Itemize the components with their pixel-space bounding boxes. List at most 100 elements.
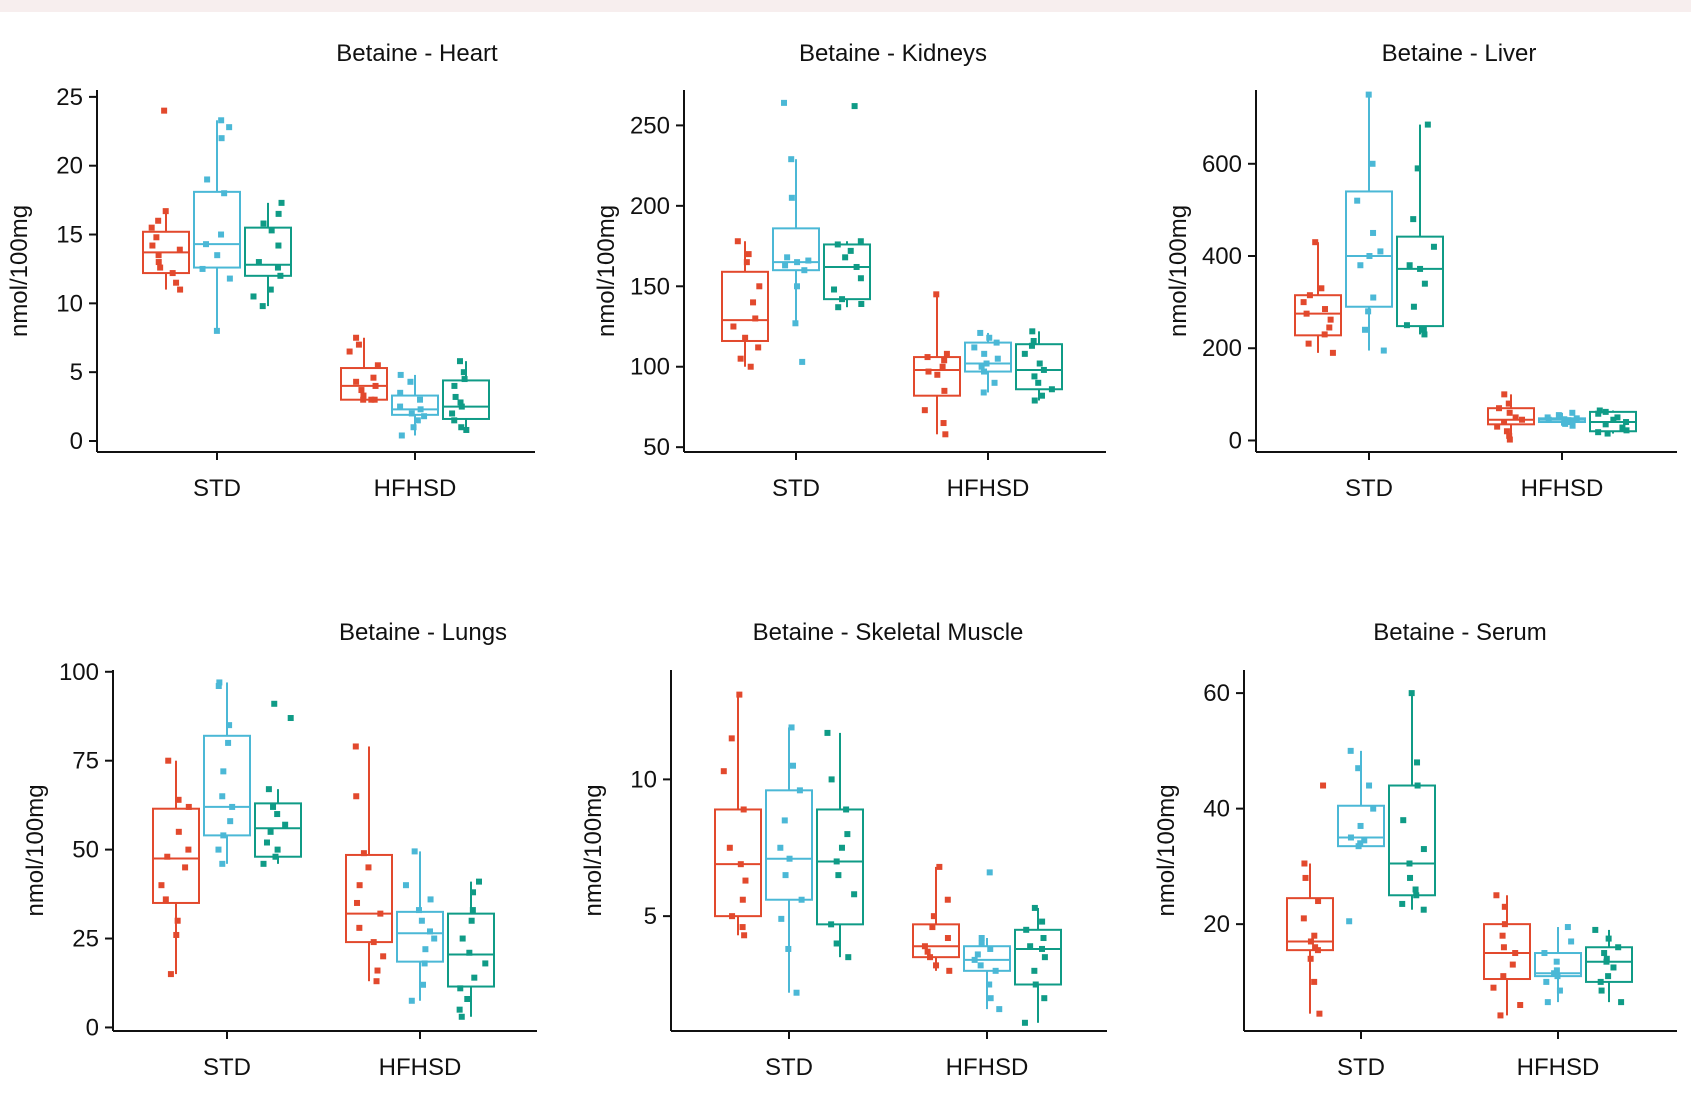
data-point [1406, 262, 1413, 269]
data-point [730, 323, 737, 330]
data-point [1040, 366, 1047, 373]
data-point [1420, 326, 1427, 333]
chart-panel: Betaine - Skeletal Muscle 5 10 nmol/100mg ST… [580, 619, 1107, 1081]
data-point [1497, 1012, 1504, 1019]
y-tick-label: 25 [72, 926, 99, 953]
data-point [728, 735, 735, 742]
data-point [1300, 299, 1307, 306]
y-tick-label: 25 [56, 84, 83, 111]
data-point [1321, 331, 1328, 338]
data-point [720, 768, 727, 775]
data-point [185, 846, 192, 853]
data-point [941, 387, 948, 394]
data-point [943, 350, 950, 357]
data-point [740, 806, 747, 813]
data-point [377, 910, 384, 917]
data-point [1365, 91, 1372, 98]
data-point [729, 913, 736, 920]
data-point [1496, 405, 1503, 412]
data-point [924, 354, 931, 361]
data-point [739, 896, 746, 903]
data-point [458, 403, 465, 410]
data-point [420, 981, 427, 988]
y-tick-label: 600 [1202, 151, 1242, 178]
box [1286, 897, 1334, 952]
data-point [736, 691, 743, 698]
data-point [153, 234, 160, 241]
data-point [470, 889, 477, 896]
data-point [1605, 973, 1612, 980]
x-tick-label: HFHSD [379, 1054, 462, 1081]
data-point [1039, 918, 1046, 925]
box [772, 227, 820, 272]
data-point [1420, 906, 1427, 913]
data-point [1556, 987, 1563, 994]
data-point [414, 417, 421, 424]
data-point [978, 935, 985, 942]
data-point [1412, 886, 1419, 893]
data-point [370, 374, 377, 381]
data-point [921, 943, 928, 950]
y-tick-label: 20 [56, 153, 83, 180]
data-point [781, 817, 788, 824]
data-point [1040, 935, 1047, 942]
data-point [1501, 903, 1508, 910]
box [721, 270, 769, 342]
data-point [1569, 409, 1576, 416]
data-point [225, 739, 232, 746]
box [913, 356, 961, 397]
data-point [946, 967, 953, 974]
data-point [1509, 961, 1516, 968]
data-point [162, 208, 169, 215]
data-point [1030, 337, 1037, 344]
data-point [226, 124, 233, 131]
data-point [1320, 782, 1327, 789]
data-point [1506, 432, 1513, 439]
box [765, 789, 813, 901]
data-point [726, 844, 733, 851]
data-point [1316, 1010, 1323, 1017]
data-point [986, 981, 993, 988]
data-point [271, 700, 278, 707]
data-point [1413, 892, 1420, 899]
data-point [1598, 987, 1605, 994]
data-point [843, 806, 850, 813]
chart-panel: Betaine - Serum 20 40 60 nmol/100mg STD HFHSD [1153, 619, 1677, 1081]
data-point [219, 793, 226, 800]
data-point [941, 357, 948, 364]
x-tick-label: HFHSD [947, 475, 1030, 502]
box [1015, 343, 1063, 391]
data-point [1365, 308, 1372, 315]
data-point [833, 940, 840, 947]
data-point [358, 387, 365, 394]
y-axis-label: nmol/100mg [6, 205, 33, 337]
data-point [977, 329, 984, 336]
data-point [418, 917, 425, 924]
data-point [372, 382, 379, 389]
data-point [857, 238, 864, 245]
data-point [1569, 422, 1576, 429]
data-point [353, 793, 360, 800]
data-point [415, 907, 422, 914]
data-point [1357, 822, 1364, 829]
data-point [1595, 410, 1602, 417]
y-tick-label: 5 [644, 903, 657, 930]
y-tick-label: 0 [1229, 427, 1242, 454]
data-point [788, 724, 795, 731]
chart-title: Betaine - Liver [1382, 40, 1537, 67]
data-point [1619, 424, 1626, 431]
data-point [1503, 428, 1510, 435]
data-point [845, 954, 852, 961]
data-point [1568, 418, 1575, 425]
data-point [1021, 1019, 1028, 1026]
data-point [745, 251, 752, 258]
data-point [1541, 950, 1548, 957]
data-point [1035, 379, 1042, 386]
data-point [1347, 747, 1354, 754]
data-point [360, 850, 367, 857]
data-point [930, 913, 937, 920]
data-point [1369, 160, 1376, 167]
data-point [398, 432, 405, 439]
data-point [464, 995, 471, 1002]
data-point [407, 378, 414, 385]
